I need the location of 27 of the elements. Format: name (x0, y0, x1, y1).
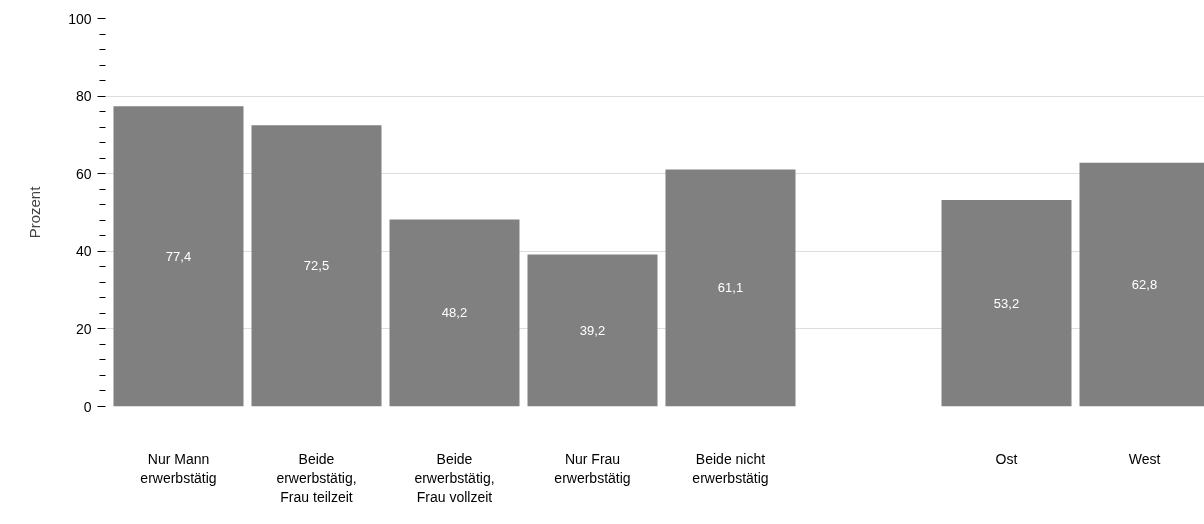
y-tick-label: 60 (75, 165, 92, 182)
bar (941, 200, 1072, 407)
x-tick-label: Nur Mann erwerbstätig (140, 450, 217, 486)
y-tick-label: 100 (68, 10, 92, 27)
data-label: 39,2 (579, 322, 606, 338)
x-tick-label: Beide erwerbstätig, Frau teilzeit (276, 450, 357, 505)
x-tick-label: Ost (995, 450, 1018, 467)
bar (389, 219, 520, 407)
data-label: 77,4 (165, 248, 192, 264)
bar (665, 169, 796, 407)
y-tick-label: 0 (83, 398, 92, 415)
data-label: 48,2 (441, 305, 468, 321)
y-tick-label: 80 (75, 88, 92, 105)
data-label: 61,1 (717, 280, 744, 296)
bar (527, 254, 658, 407)
x-tick-label: Nur Frau erwerbstätig (554, 450, 631, 486)
bar (251, 125, 382, 407)
x-tick-label: Beide nicht erwerbstätig (692, 450, 769, 486)
y-tick-label: 20 (75, 320, 92, 337)
y-axis-title: Prozent (26, 185, 44, 239)
x-tick-label: Beide erwerbstätig, Frau vollzeit (414, 450, 495, 505)
data-label: 72,5 (303, 258, 330, 274)
bar (113, 106, 244, 407)
data-label: 53,2 (993, 295, 1020, 311)
x-tick-label: West (1128, 450, 1161, 467)
y-tick-label: 40 (75, 243, 92, 260)
data-label: 62,8 (1131, 277, 1158, 293)
